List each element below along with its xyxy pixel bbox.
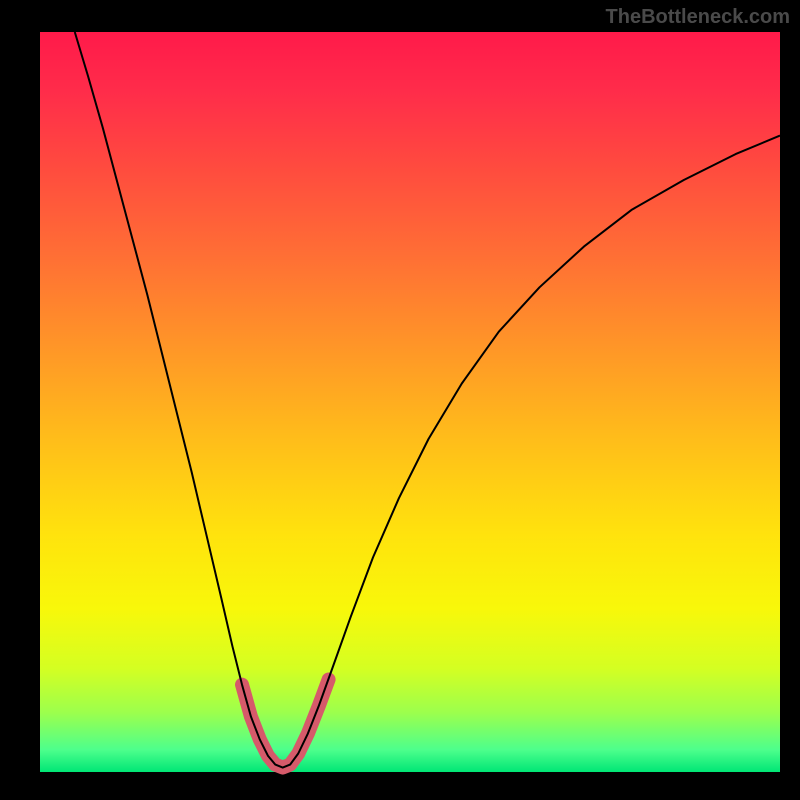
watermark-text: TheBottleneck.com: [606, 6, 790, 29]
bottleneck-chart: [0, 0, 800, 800]
plot-background: [40, 32, 780, 772]
chart-container: TheBottleneck.com: [0, 0, 800, 800]
